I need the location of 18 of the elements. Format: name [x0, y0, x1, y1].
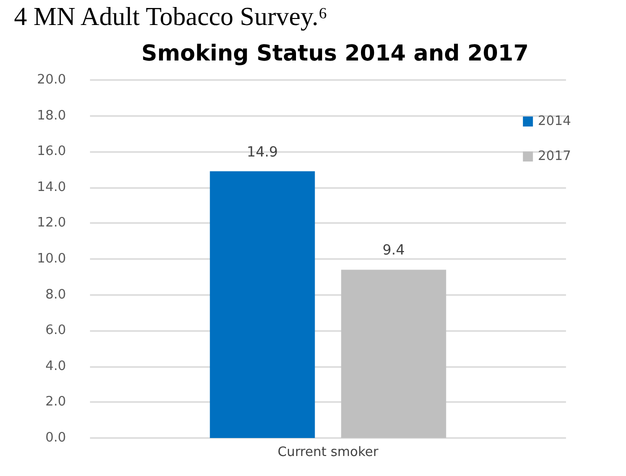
y-tick-label: 18.0	[37, 108, 66, 124]
y-tick-label: 6.0	[45, 323, 66, 338]
data-label: 9.4	[382, 242, 405, 259]
y-tick-label: 20.0	[37, 72, 66, 88]
y-tick-label: 8.0	[45, 287, 66, 302]
y-tick-label: 14.0	[37, 180, 66, 195]
y-tick-label: 0.0	[45, 430, 66, 446]
data-label: 14.9	[246, 144, 278, 160]
y-tick-label: 2.0	[45, 394, 66, 410]
y-tick-label: 16.0	[37, 144, 66, 160]
chart-title: Smoking Status 2014 and 2017	[141, 42, 529, 66]
legend-label: 2017	[538, 149, 572, 164]
legend-label: 2014	[538, 114, 572, 129]
text: 4 MN Adult Tobacco Survey.⁶	[14, 2, 328, 32]
y-tick-label: 10.0	[37, 252, 66, 266]
y-tick-label: 4.0	[45, 358, 66, 374]
x-tick-label: Current smoker	[278, 445, 380, 460]
y-tick-label: 12.0	[37, 216, 66, 231]
